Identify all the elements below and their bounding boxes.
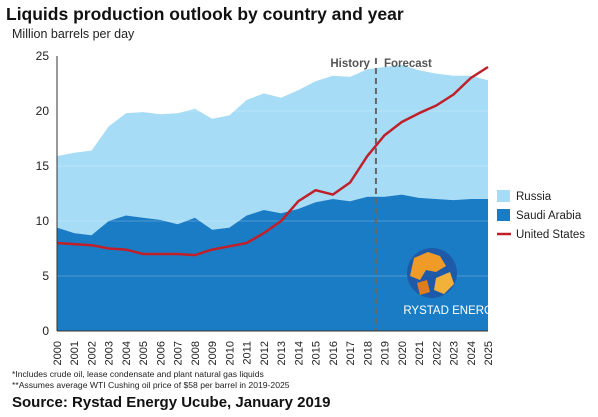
x-tick-label: 2017 [345, 341, 357, 365]
x-tick-label: 2001 [69, 341, 81, 365]
footnote-1: *Includes crude oil, lease condensate an… [12, 369, 264, 379]
y-tick-label: 25 [36, 49, 50, 63]
x-tick-label: 2010 [224, 341, 236, 365]
y-axis-label: Million barrels per day [12, 27, 135, 41]
footnote-2: **Assumes average WTI Cushing oil price … [12, 380, 290, 390]
x-tick-label: 2024 [466, 341, 478, 365]
x-tick-label: 2014 [293, 341, 305, 365]
series-russia-area [57, 64, 488, 236]
x-tick-label: 2016 [328, 341, 340, 365]
y-tick-label: 10 [36, 214, 50, 228]
x-tick-label: 2015 [311, 341, 323, 365]
logo-landmass-b [434, 272, 454, 294]
x-tick-label: 2012 [259, 341, 271, 365]
chart-title: Liquids production outlook by country an… [6, 4, 404, 24]
forecast-label: Forecast [384, 58, 432, 70]
x-tick-label: 2021 [414, 341, 426, 365]
x-tick-label: 2003 [104, 341, 116, 365]
x-tick-label: 2011 [242, 341, 254, 365]
x-tick-label: 2007 [173, 341, 185, 365]
x-tick-label: 2013 [276, 341, 288, 365]
logo-landmass-c [417, 280, 430, 295]
logo-landmass-a [410, 252, 446, 280]
source-line: Source: Rystad Energy Ucube, January 201… [12, 394, 331, 411]
x-tick-label: 2018 [362, 341, 374, 365]
rystad-logo: RYSTAD ENERGY [403, 248, 501, 317]
legend-label-united-states: United States [516, 229, 585, 241]
x-tick-label: 2005 [138, 341, 150, 365]
x-tick-label: 2009 [207, 341, 219, 365]
legend-label-saudi-arabia: Saudi Arabia [516, 210, 582, 222]
x-tick-label: 2023 [449, 341, 461, 365]
y-tick-label: 20 [36, 104, 50, 118]
series-united-states-line [56, 65, 489, 257]
legend-swatch-russia [497, 190, 510, 202]
legend-swatch-saudi-arabia [497, 209, 510, 221]
x-tick-label: 2008 [190, 341, 202, 365]
x-tick-label: 2006 [155, 341, 167, 365]
series-saudi-arabia-area [57, 194, 488, 331]
x-tick-label: 2000 [52, 341, 64, 365]
x-tick-label: 2002 [86, 341, 98, 365]
y-tick-label: 5 [42, 269, 49, 283]
history-label: History [330, 58, 370, 70]
y-tick-label: 0 [42, 324, 49, 338]
x-tick-label: 2020 [397, 341, 409, 365]
x-tick-label: 2022 [431, 341, 443, 365]
legend-label-russia: Russia [516, 191, 552, 203]
y-tick-label: 15 [36, 159, 50, 173]
x-tick-label: 2004 [121, 341, 133, 365]
x-tick-label: 2025 [483, 341, 495, 365]
x-tick-label: 2019 [380, 341, 392, 365]
logo-text: RYSTAD ENERGY [403, 305, 501, 317]
